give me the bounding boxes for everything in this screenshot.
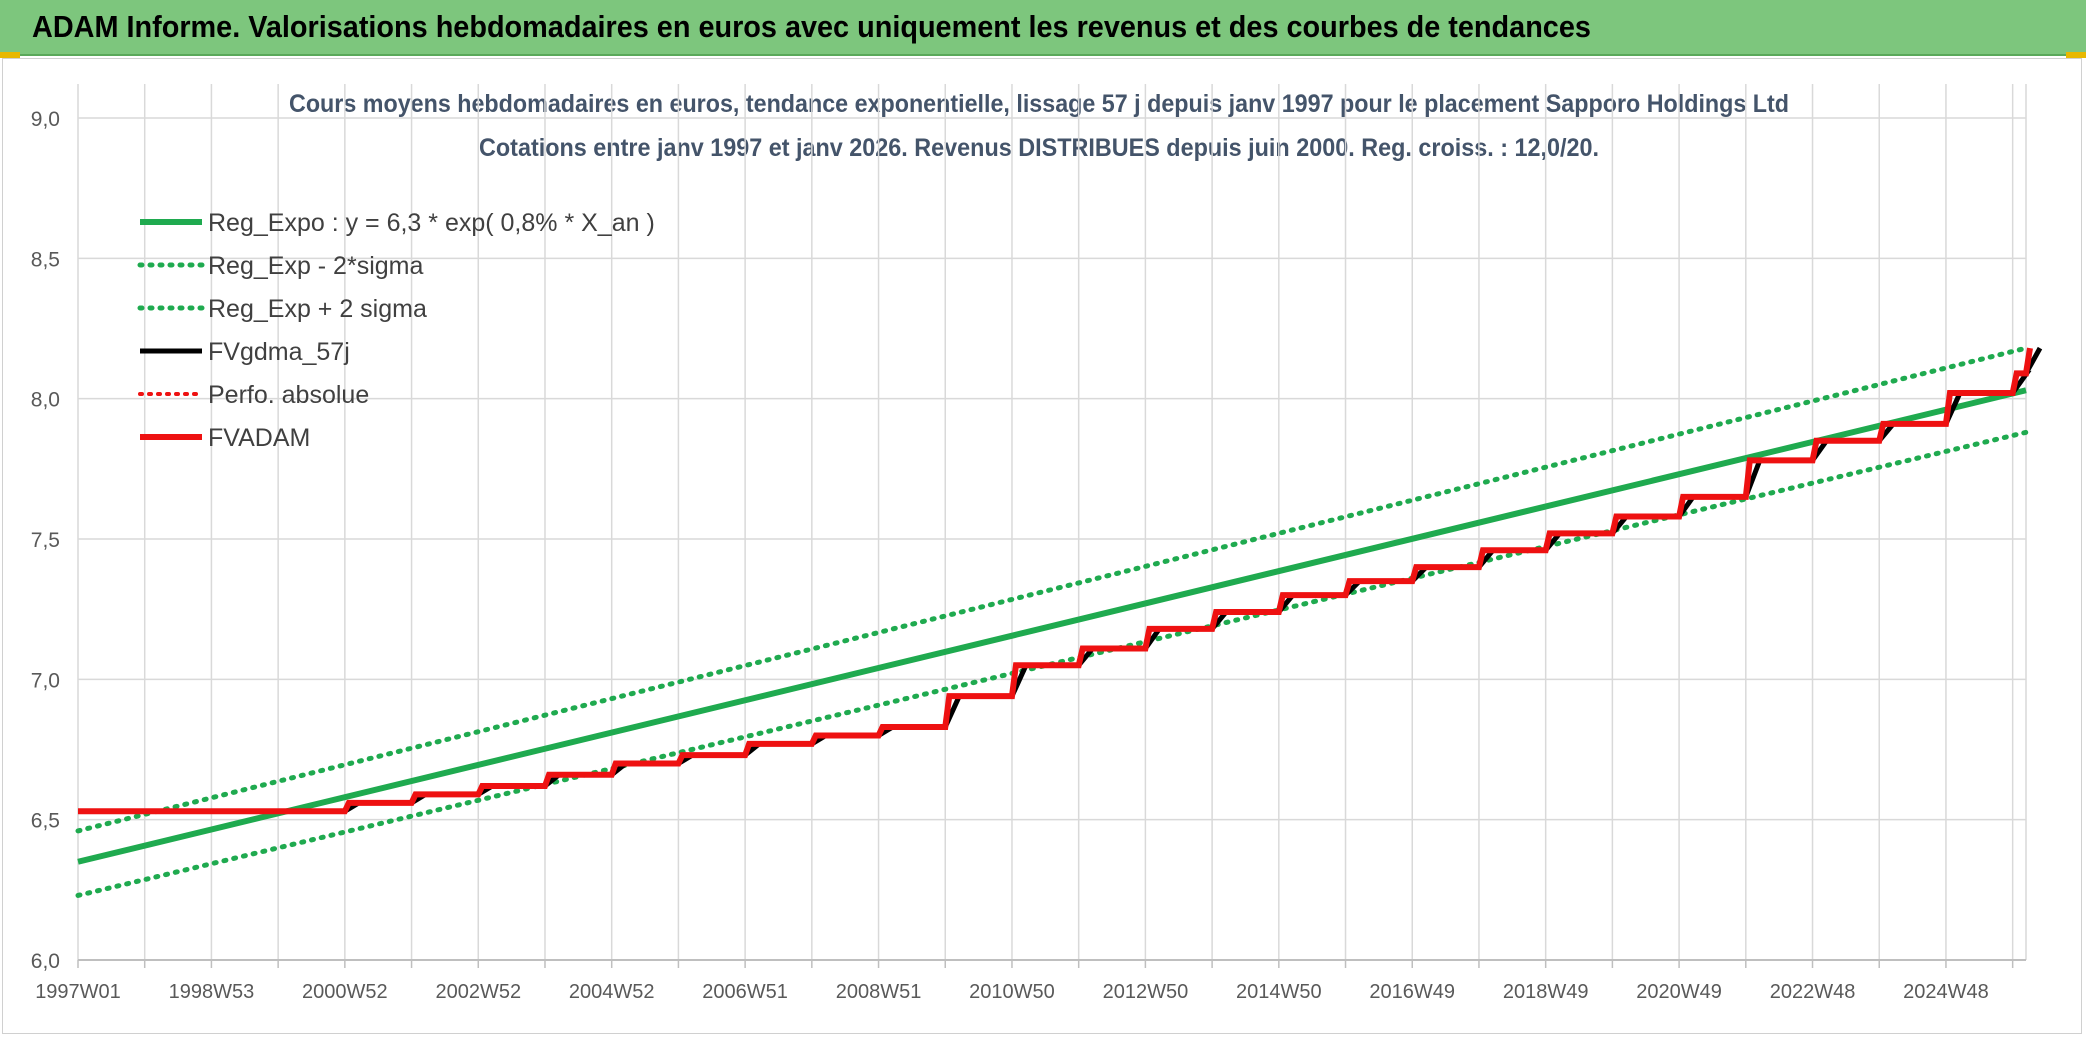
x-tick-label: 2018W49: [1503, 981, 1589, 1003]
x-tick-label: 2016W49: [1369, 981, 1455, 1003]
legend-label: Perfo. absolue: [208, 381, 369, 409]
series-line-5: [78, 347, 2033, 815]
report-title: ADAM Informe. Valorisations hebdomadaire…: [32, 9, 1591, 44]
chart-title-line2: Cotations entre janv 1997 et janv 2026. …: [479, 134, 1599, 162]
x-tick-label: 2008W51: [836, 981, 922, 1003]
y-tick-label: 8,0: [31, 389, 60, 412]
corner-marker: [0, 52, 20, 58]
x-tick-label: 1998W53: [169, 981, 255, 1003]
x-tick-label: 2000W52: [302, 981, 388, 1003]
chart-frame: [2, 58, 2082, 1034]
series-line-2: [75, 345, 2029, 834]
y-tick-label: 9,0: [31, 108, 60, 131]
chart-title-bg: [270, 84, 1810, 172]
series-line-0: [77, 387, 2027, 865]
x-tick-label: 2012W50: [1103, 981, 1189, 1003]
x-tick-label: 2002W52: [435, 981, 521, 1003]
x-tick-label: 1997W01: [35, 981, 121, 1003]
chart-title-line1: Cours moyens hebdomadaires en euros, ten…: [289, 90, 1789, 118]
x-tick-label: 2006W51: [702, 981, 788, 1003]
report-header: ADAM Informe. Valorisations hebdomadaire…: [0, 0, 2086, 56]
x-tick-label: 2022W48: [1770, 981, 1856, 1003]
y-tick-label: 6,5: [31, 810, 60, 833]
x-tick-label: 2024W48: [1903, 981, 1989, 1003]
y-tick-label: 7,5: [31, 529, 60, 552]
y-tick-label: 6,0: [31, 950, 60, 973]
legend-label: Reg_Exp + 2 sigma: [208, 295, 427, 323]
corner-marker: [2066, 52, 2086, 58]
x-tick-label: 2004W52: [569, 981, 655, 1003]
legend-label: FVgdma_57j: [208, 338, 350, 366]
x-tick-label: 2010W50: [969, 981, 1055, 1003]
x-tick-label: 2020W49: [1636, 981, 1722, 1003]
legend-label: FVADAM: [208, 424, 310, 452]
legend-label: Reg_Exp - 2*sigma: [208, 252, 423, 280]
y-tick-label: 8,5: [31, 248, 60, 271]
legend-label: Reg_Expo : y = 6,3 * exp( 0,8% * X_an ): [208, 209, 655, 237]
x-tick-label: 2014W50: [1236, 981, 1322, 1003]
y-tick-label: 7,0: [31, 669, 60, 692]
